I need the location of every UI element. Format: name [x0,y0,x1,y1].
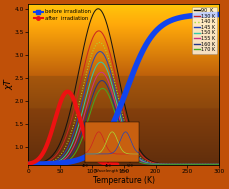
Y-axis label: χT: χT [4,79,13,90]
Legend: 90  K, 130 K, 140 K, 145 K, 150 K, 155 K, 160 K, 170 K: 90 K, 130 K, 140 K, 145 K, 150 K, 155 K,… [192,7,217,54]
X-axis label: Temperature (K): Temperature (K) [93,176,155,185]
